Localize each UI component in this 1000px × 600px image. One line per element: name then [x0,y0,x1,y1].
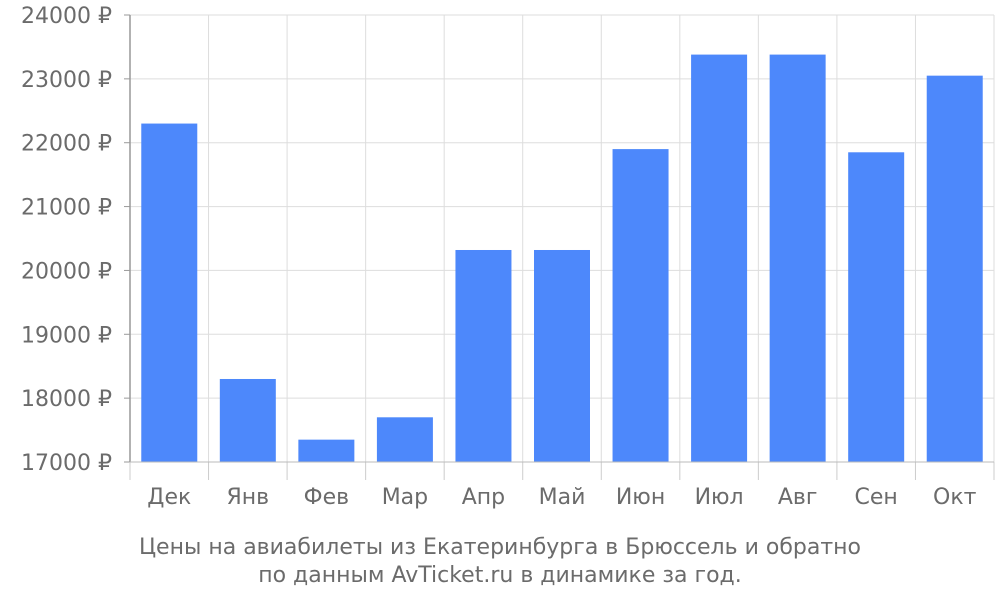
x-tick-label: Июн [616,485,665,510]
bar-4 [376,417,433,462]
x-tick-label: Авг [778,485,818,510]
y-tick-label: 21000 ₽ [21,196,112,221]
y-tick-label: 20000 ₽ [21,259,112,284]
bar-6 [534,249,590,462]
chart-caption-line-2: по данным AvTicket.ru в динамике за год. [258,563,742,588]
bar-10 [848,152,905,463]
bar-7 [612,149,669,462]
y-tick-label: 22000 ₽ [21,132,112,157]
chart-caption-line-1: Цены на авиабилеты из Екатеринбурга в Бр… [138,535,862,560]
grid-lines [129,14,995,463]
y-tick-label: 24000 ₽ [21,4,112,29]
y-tick-label: 23000 ₽ [21,68,112,93]
bar-1 [141,123,198,463]
x-tick-labels: Дек Янв Фев Мар Апр Май Июн Июл Авг Сен Окт [147,485,976,510]
axes [124,14,995,480]
x-tick-label: Апр [462,485,505,510]
x-tick-label: Май [539,485,586,510]
x-tick-label: Июл [695,485,744,510]
x-tick-label: Сен [855,485,898,510]
bar-2 [219,378,276,462]
bar-11 [926,75,983,463]
x-tick-label: Дек [147,485,191,510]
y-tick-labels: 17000 ₽ 18000 ₽ 19000 ₽ 20000 ₽ 21000 ₽ 22000… [21,4,112,476]
x-tick-label: Янв [226,485,269,510]
x-tick-label: Мар [382,485,428,510]
y-tick-label: 19000 ₽ [21,323,112,348]
x-tick-label: Окт [933,485,977,510]
y-tick-label: 18000 ₽ [21,387,112,412]
bar-3 [298,439,355,462]
x-tick-label: Фев [304,485,349,510]
bars [141,54,983,463]
y-tick-label: 17000 ₽ [21,451,112,476]
bar-9 [769,54,826,462]
bar-8 [691,54,748,462]
bar-5 [455,249,512,462]
